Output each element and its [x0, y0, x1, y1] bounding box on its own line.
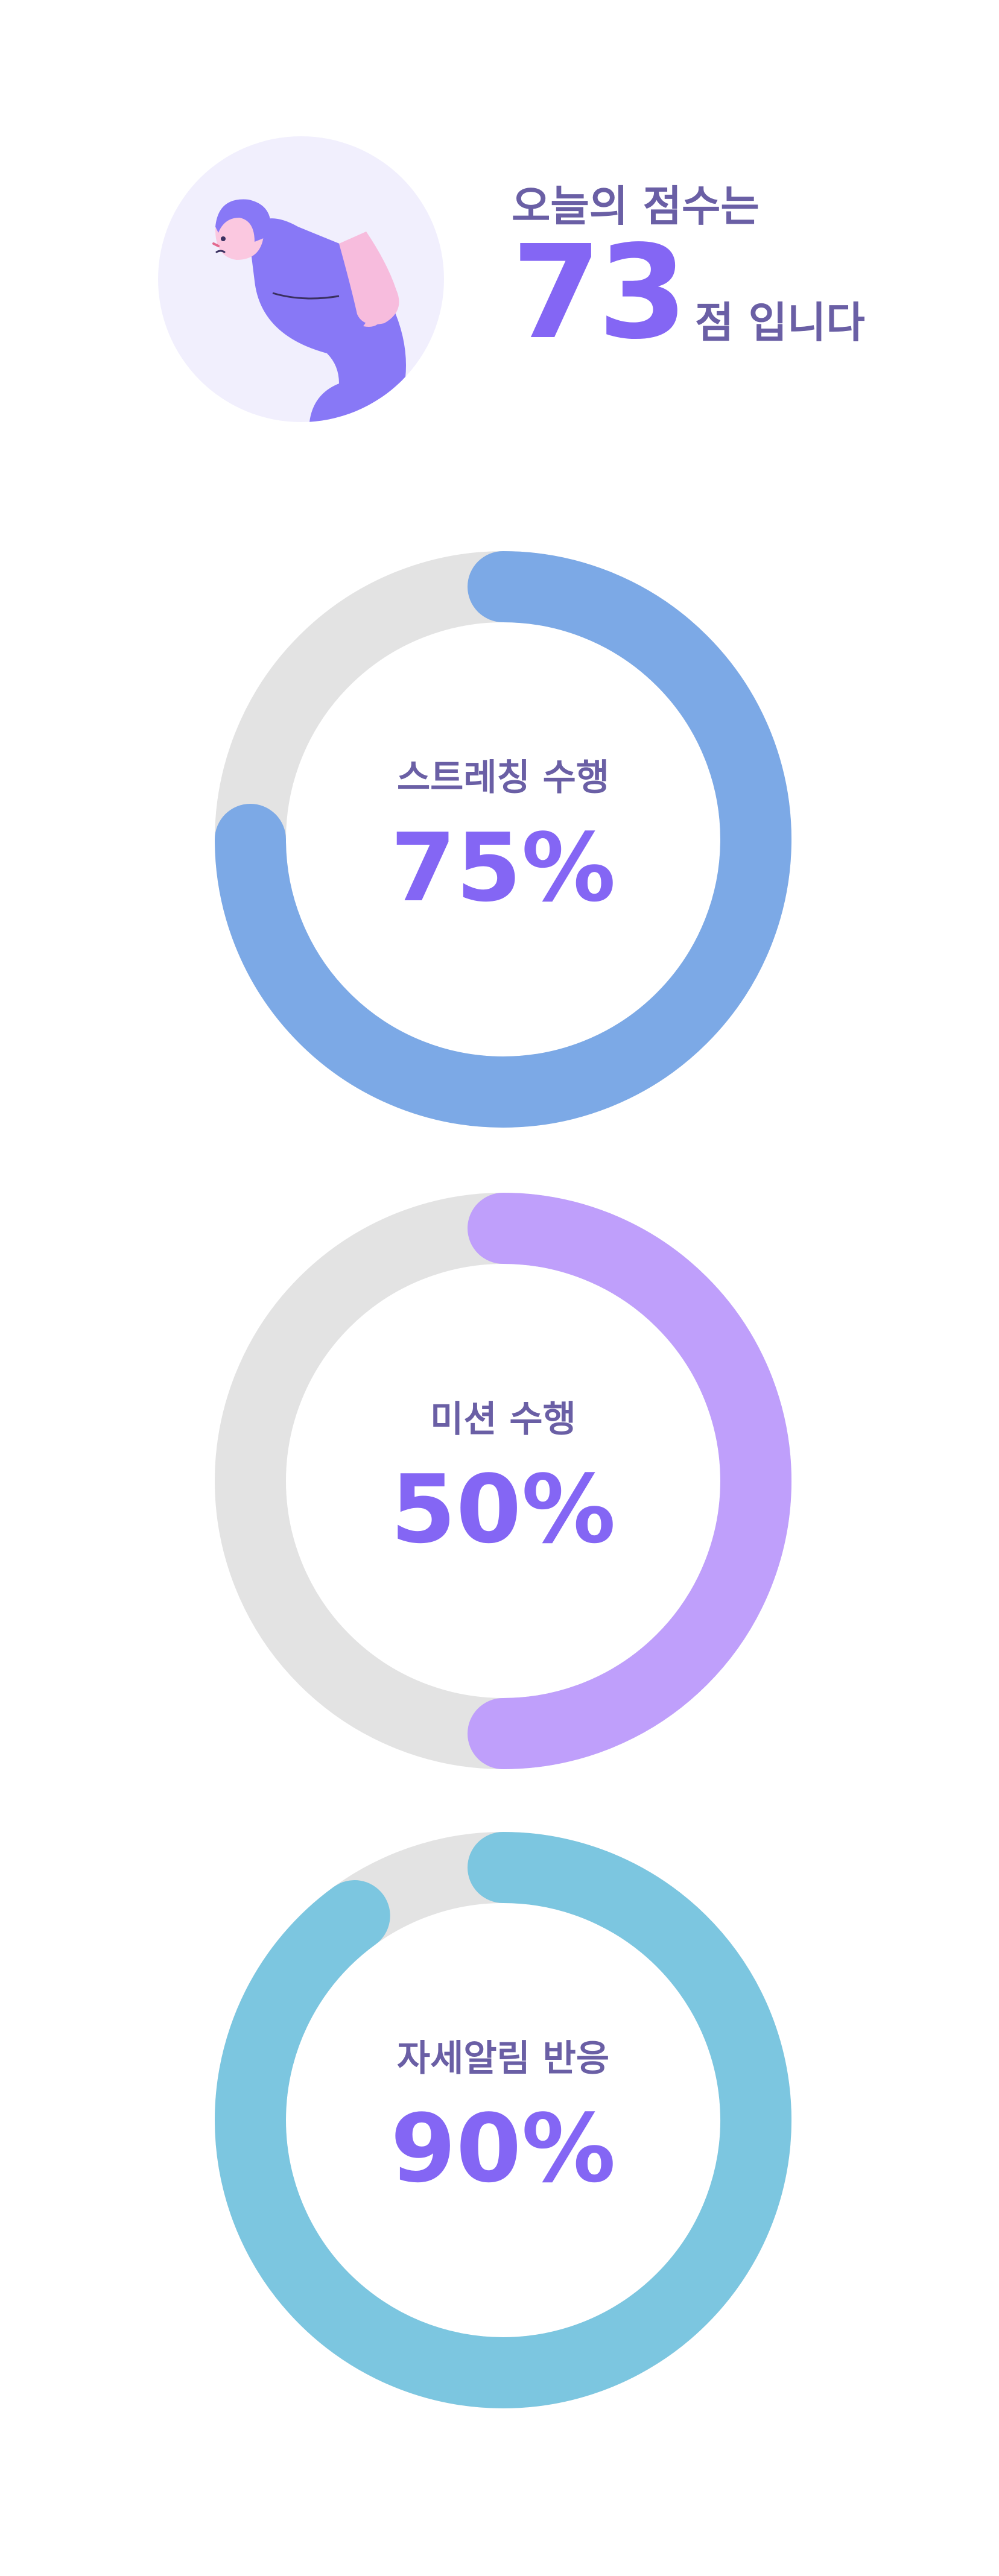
score-header: 오늘의 점수는 73 점 입니다: [0, 0, 999, 458]
metric-percent: 50%: [390, 1454, 616, 1564]
metric-card-stretching: 스트레칭 수행 75%: [215, 551, 791, 1128]
posture-alert-ring-progress: [215, 1832, 791, 2408]
score-value: 73: [512, 218, 688, 368]
metric-card-mission: 미션 수행 50%: [215, 1193, 791, 1769]
metric-label: 스트레칭 수행: [396, 757, 610, 799]
posture-alert-ring: [215, 1832, 791, 2408]
metric-label: 자세알림 반응: [396, 2038, 610, 2080]
mission-ring: [215, 1193, 791, 1769]
metric-label: 미션 수행: [430, 1398, 576, 1441]
stretching-ring-progress: [215, 551, 791, 1128]
metric-percent: 75%: [390, 813, 616, 923]
mission-ring-progress: [468, 1193, 791, 1769]
avatar: [158, 136, 444, 422]
score-suffix: 점 입니다: [694, 298, 865, 347]
metric-card-posture-alert: 자세알림 반응 90%: [215, 1832, 791, 2408]
back-pain-illustration-icon: [212, 199, 406, 422]
stretching-ring: [215, 551, 791, 1128]
score-caption: 오늘의 점수는: [512, 182, 760, 231]
metric-percent: 90%: [390, 2094, 616, 2203]
